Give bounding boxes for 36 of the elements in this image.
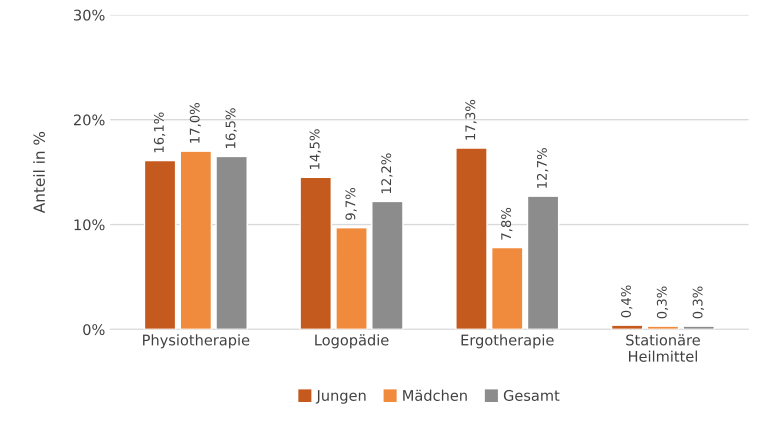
bar — [526, 196, 560, 330]
y-tick-label: 20% — [74, 114, 105, 126]
bar — [144, 160, 176, 330]
data-label: 9,7% — [345, 188, 357, 220]
bar — [490, 246, 524, 330]
bar — [646, 326, 680, 330]
data-label: 14,5% — [310, 129, 321, 169]
x-tick-label: Logopädie — [315, 334, 388, 348]
y-tick-label: 30% — [74, 10, 105, 21]
data-label: 0,3% — [692, 286, 704, 318]
data-label: 16,1% — [154, 112, 166, 152]
bar — [335, 226, 368, 330]
data-label: 12,2% — [381, 153, 393, 194]
data-label: 17,3% — [465, 100, 477, 140]
data-label: 0,4% — [620, 285, 632, 318]
legend-label: Gesamt — [504, 390, 560, 401]
bar — [180, 150, 212, 330]
y-tick-label: 10% — [74, 219, 105, 230]
bar — [371, 200, 404, 330]
data-label: 16,5% — [226, 108, 237, 148]
y-tick-label: 0% — [83, 324, 105, 336]
x-tick-label: Ergotherapie — [462, 334, 554, 348]
data-label: 12,7% — [536, 148, 548, 188]
x-tick-label: Physiotherapie — [143, 334, 250, 348]
legend-label: Jungen — [316, 390, 366, 404]
bar — [299, 176, 332, 330]
data-label: 17,0% — [190, 103, 202, 143]
data-label: 0,3% — [656, 286, 668, 318]
y-axis-title: Anteil in % — [33, 132, 45, 214]
bar — [682, 326, 716, 330]
bar — [455, 147, 488, 330]
data-label: 7,8% — [501, 208, 512, 240]
x-tick-label: Stationäre Heilmittel — [626, 334, 700, 362]
bar — [610, 324, 644, 330]
legend-label: Mädchen — [403, 390, 467, 401]
bar — [215, 156, 248, 330]
